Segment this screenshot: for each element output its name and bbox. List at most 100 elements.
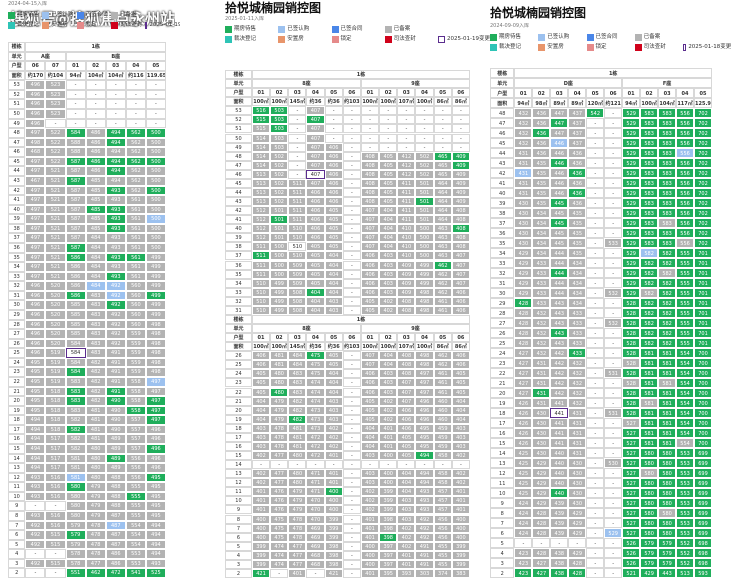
unit-cell: - <box>604 438 623 448</box>
unit-cell: 510 <box>288 233 307 243</box>
unit-cell: 493 <box>105 214 126 224</box>
floor: 17 <box>225 432 252 442</box>
unit-cell: 500 <box>415 233 434 243</box>
unit-cell: 501 <box>415 187 434 197</box>
legend-item: 司法查封 <box>384 35 438 44</box>
unit-cell: 444 <box>550 288 569 298</box>
unit-cell: 406 <box>324 160 343 170</box>
unit-cell: - <box>604 498 623 508</box>
area: 104㎡ <box>105 70 126 81</box>
unit-cell: 483 <box>288 369 307 379</box>
unit-cell: 432 <box>568 358 587 368</box>
unit-cell: 406 <box>324 151 343 161</box>
unit-cell: - <box>45 501 66 511</box>
legend-item: 司法查封 <box>634 43 683 52</box>
unit-cell: 426 <box>514 438 533 448</box>
floor: 20 <box>225 405 252 415</box>
unit-cell: 472 <box>306 432 325 442</box>
area: 104㎡ <box>85 70 106 81</box>
unit-cell: 404 <box>379 242 398 252</box>
unit-cell: 519 <box>45 367 66 377</box>
unit-cell: 428 <box>514 328 533 338</box>
unit-cell: 552 <box>676 558 695 568</box>
unit-cell: 403 <box>451 441 470 451</box>
unit-cell: - <box>360 142 380 152</box>
building: 1栋 <box>25 42 166 52</box>
unit-cell: 557 <box>125 424 146 435</box>
unit-cell: 583 <box>640 168 659 178</box>
unit-cell: 430 <box>568 488 587 498</box>
unit-cell: 468 <box>25 147 46 157</box>
floor: 46 <box>8 147 26 157</box>
floor: 52 <box>8 89 26 100</box>
unit-cell: 432 <box>514 138 533 148</box>
unit-cell: 582 <box>640 318 659 328</box>
floor: 13 <box>225 469 252 479</box>
unit-cell: 428 <box>532 508 551 518</box>
unit-cell: 430 <box>568 478 587 488</box>
floor: 18 <box>8 415 26 425</box>
unit-cell: 561 <box>125 271 146 282</box>
unit-cell: 554 <box>125 520 146 531</box>
area: 100㎡ <box>640 98 659 108</box>
unit-cell: 518 <box>45 424 66 435</box>
row-label: 单元 <box>490 78 515 88</box>
unit-cell: 702 <box>694 168 712 178</box>
floor: 3 <box>8 558 26 569</box>
unit-cell: 579 <box>65 520 86 531</box>
floor: 51 <box>8 99 26 109</box>
unit-cell: 580 <box>640 498 659 508</box>
unit-cell: 529 <box>622 158 641 168</box>
unit-cell: 555 <box>125 482 146 492</box>
row-label: 户型 <box>225 88 252 98</box>
unit-cell: 456 <box>433 514 452 524</box>
area: 100㎡ <box>360 97 380 107</box>
unit-cell: - <box>586 388 605 398</box>
unit-cell: 492 <box>415 514 434 524</box>
floor: 34 <box>8 262 26 272</box>
unit-cell: - <box>586 548 605 558</box>
unit-cell: 583 <box>658 238 677 248</box>
unit-cell: 486 <box>85 128 106 138</box>
unit-cell: 406 <box>306 206 325 216</box>
unit-cell: 406 <box>360 369 380 379</box>
unit-cell: 498 <box>145 329 166 339</box>
unit-cell: 579 <box>658 548 677 558</box>
legend-item: 已备案 <box>634 33 683 42</box>
unit-cell: 400 <box>324 505 343 515</box>
unit-cell: 500 <box>270 260 289 270</box>
legend-swatch <box>683 44 687 51</box>
unit-cell: 494 <box>105 166 126 176</box>
unit-cell: 502 <box>270 187 289 197</box>
legend-item: 已签合同 <box>586 33 635 42</box>
unit-cell: 499 <box>415 260 434 270</box>
unit-cell: - <box>65 118 86 129</box>
unit-cell: 480 <box>270 387 289 397</box>
unit-cell: 405 <box>360 405 380 415</box>
panel-title: 拾悦城楠园销控图 <box>225 1 322 15</box>
unit-cell: 433 <box>532 278 551 288</box>
unit-cell: 497 <box>415 387 434 397</box>
unit-cell: 503 <box>270 106 289 116</box>
unit-cell: 429 <box>514 288 533 298</box>
unit-cell: 700 <box>694 378 712 388</box>
room: 07 <box>45 61 66 71</box>
unit-cell: 586 <box>65 271 86 282</box>
unit-cell: 405 <box>324 360 343 370</box>
unit-cell: 479 <box>85 511 106 521</box>
unit-cell: 494 <box>25 444 46 454</box>
unit-cell: 702 <box>694 178 712 188</box>
unit-cell: 492 <box>105 338 126 349</box>
legend-swatch <box>42 22 50 29</box>
unit-cell: 436 <box>532 148 551 158</box>
unit-cell: 555 <box>676 318 695 328</box>
unit-cell: 430 <box>532 438 551 448</box>
unit-cell: 482 <box>85 377 106 387</box>
unit-cell: 494 <box>145 520 166 531</box>
unit-cell: - <box>342 169 361 179</box>
unit: 8座 <box>251 324 361 334</box>
unit-cell: 408 <box>360 197 380 207</box>
unit-cell: 479 <box>288 487 307 497</box>
unit-cell: 482 <box>85 367 106 377</box>
unit-cell: 556 <box>676 178 695 188</box>
